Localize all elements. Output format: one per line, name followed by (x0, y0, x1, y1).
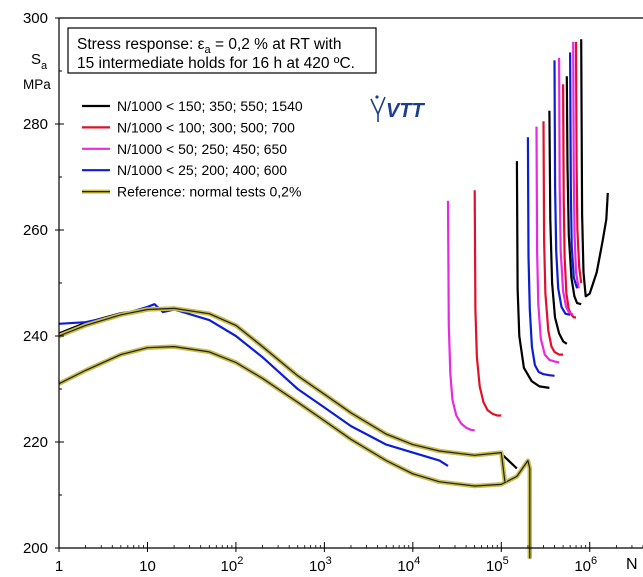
annotation-line-2: 15 intermediate holds for 16 h at 420 ºC… (77, 55, 355, 72)
series-3-line-2 (553, 60, 571, 316)
series-0-line-3 (565, 76, 582, 306)
x-tick-label: 105 (486, 555, 509, 575)
y-tick-label: 260 (23, 222, 48, 239)
vtt-logo-mark (370, 96, 386, 122)
legend-label: N/1000 < 150; 350; 550; 1540 (117, 98, 303, 114)
y-tick-label: 280 (23, 116, 48, 133)
series-4-line-1 (58, 307, 506, 482)
series-4-line-0 (58, 346, 531, 559)
x-tick-label: 106 (574, 555, 597, 575)
annotation-box (67, 27, 377, 74)
series-2-line-3 (572, 41, 580, 289)
y-axis-ticks: 200 220 240 260 280 300 (23, 10, 64, 557)
legend-label: N/1000 < 100; 300; 500; 700 (117, 119, 295, 135)
series-4-band-1 (58, 306, 508, 483)
series-1-line-1 (542, 121, 564, 356)
vtt-logo-dot (375, 95, 379, 99)
legend-label: N/1000 < 25; 200; 400; 600 (117, 162, 287, 178)
series-3-line-3 (568, 52, 579, 289)
series-0-line-4 (580, 39, 609, 298)
y-axis-title: Sa (31, 51, 48, 72)
series-2-line-2 (557, 57, 574, 316)
series-1-line-2 (561, 84, 576, 319)
x-tick-label: 104 (397, 555, 420, 575)
x-tick-label: 102 (221, 555, 244, 575)
y-axis-unit: MPa (23, 77, 51, 92)
series-0-line-2 (548, 110, 568, 345)
plot-area (57, 39, 609, 559)
x-axis-title: N (626, 556, 638, 573)
y-tick-label: 300 (23, 10, 48, 27)
series-0-line-1 (515, 161, 550, 389)
series-1-line-3 (574, 41, 583, 284)
annotation-line-1: Stress response: εa = 0,2 % at RT with (77, 36, 341, 56)
series-1-line-0 (473, 190, 502, 417)
y-tick-label: 200 (23, 540, 48, 557)
series-3-line-1 (526, 137, 555, 377)
legend: N/1000 < 150; 350; 550; 1540 N/1000 < 100… (82, 98, 303, 200)
series-2-line-1 (535, 126, 560, 364)
legend-label: N/1000 < 50; 250; 450; 650 (117, 141, 287, 157)
vtt-logo: VTT (370, 95, 426, 122)
x-tick-label: 10 (139, 558, 156, 575)
vtt-logo-text: VTT (386, 100, 426, 122)
series-3-line-0 (58, 303, 449, 467)
x-tick-label: 103 (309, 555, 332, 575)
y-tick-label: 240 (23, 328, 48, 345)
y-tick-label: 220 (23, 434, 48, 451)
series-2-line-0 (446, 200, 475, 432)
x-axis-ticks: 1 10 102 103 104 105 106 (55, 542, 643, 575)
legend-label: Reference: normal tests 0,2% (117, 184, 301, 200)
x-tick-label: 1 (55, 558, 63, 575)
